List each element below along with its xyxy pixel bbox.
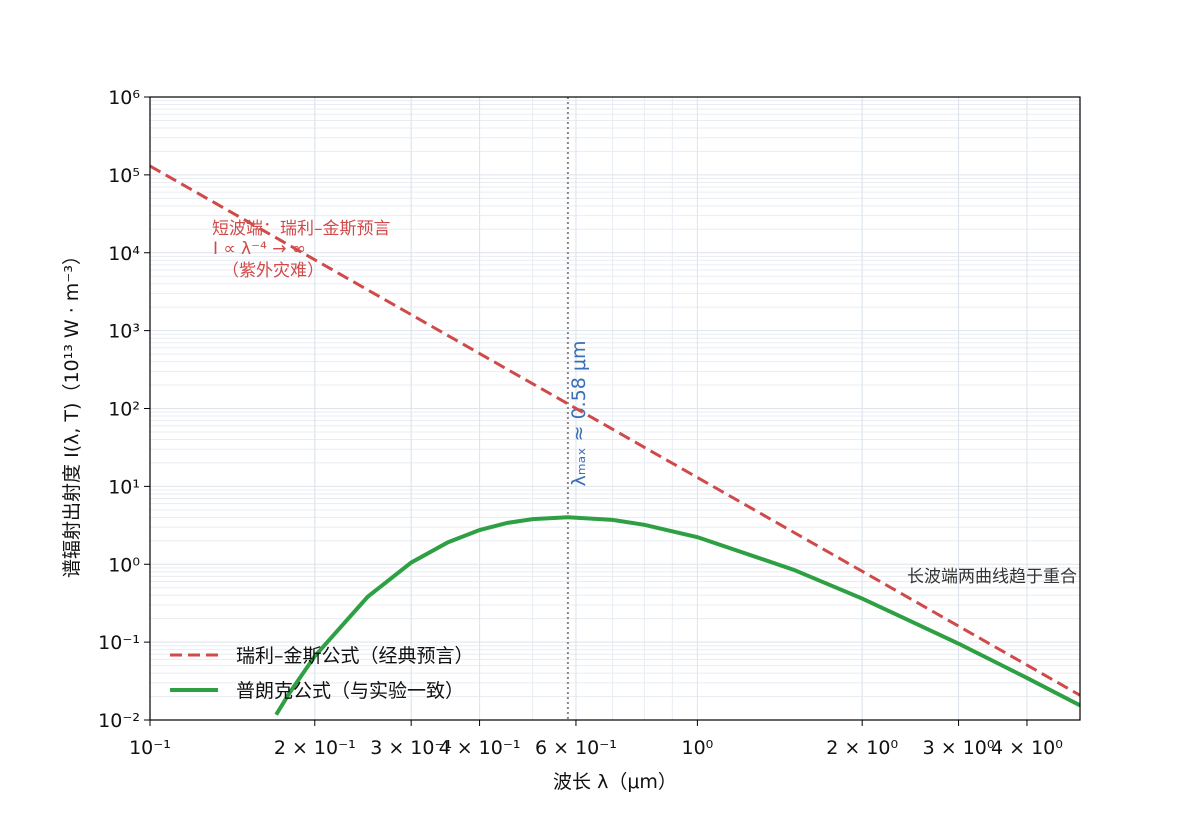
annotation: （紫外灾难） — [222, 261, 324, 281]
plot-frame — [149, 96, 1081, 721]
y-axis-label: 谱辐射出射度 I(λ, T)（10¹³ W · m⁻³） — [61, 246, 83, 578]
x-axis-label: 波长 λ（μm） — [553, 771, 677, 793]
y-tick-label: 10⁰ — [108, 554, 140, 576]
series-line — [274, 515, 1080, 716]
y-tick-label: 10³ — [108, 321, 140, 343]
x-tick-label: 3 × 10⁰ — [923, 737, 995, 759]
x-tick-label: 6 × 10⁻¹ — [535, 737, 617, 759]
x-tick-label: 4 × 10⁻¹ — [439, 737, 521, 759]
x-tick-label: 3 × 10⁻¹ — [370, 737, 452, 759]
legend-label: 瑞利–金斯公式（经典预言） — [236, 645, 474, 667]
x-tick-label: 2 × 10⁰ — [826, 737, 898, 759]
peak-label: λₘₐₓ ≈ 0.58 μm — [568, 340, 590, 486]
series-line — [150, 164, 1080, 697]
x-tick-label: 10⁰ — [681, 737, 713, 759]
x-tick-label: 4 × 10⁰ — [991, 737, 1063, 759]
x-tick-label: 2 × 10⁻¹ — [274, 737, 356, 759]
annotation: 短波端：瑞利–金斯预言 — [212, 219, 391, 239]
y-tick-label: 10¹ — [108, 476, 140, 498]
y-tick-label: 10² — [108, 399, 140, 421]
x-tick-label: 10⁻¹ — [129, 737, 171, 759]
y-tick-label: 10⁻¹ — [98, 632, 140, 654]
y-tick-label: 10⁻² — [98, 710, 140, 732]
y-tick-label: 10⁴ — [108, 243, 140, 265]
y-tick-label: 10⁵ — [108, 165, 140, 187]
y-tick-label: 10⁶ — [108, 87, 140, 109]
annotation: 长波端两曲线趋于重合 — [907, 567, 1077, 587]
annotation: I ∝ λ⁻⁴ → ∞ — [213, 239, 306, 259]
legend-label: 普朗克公式（与实验一致） — [236, 680, 464, 702]
